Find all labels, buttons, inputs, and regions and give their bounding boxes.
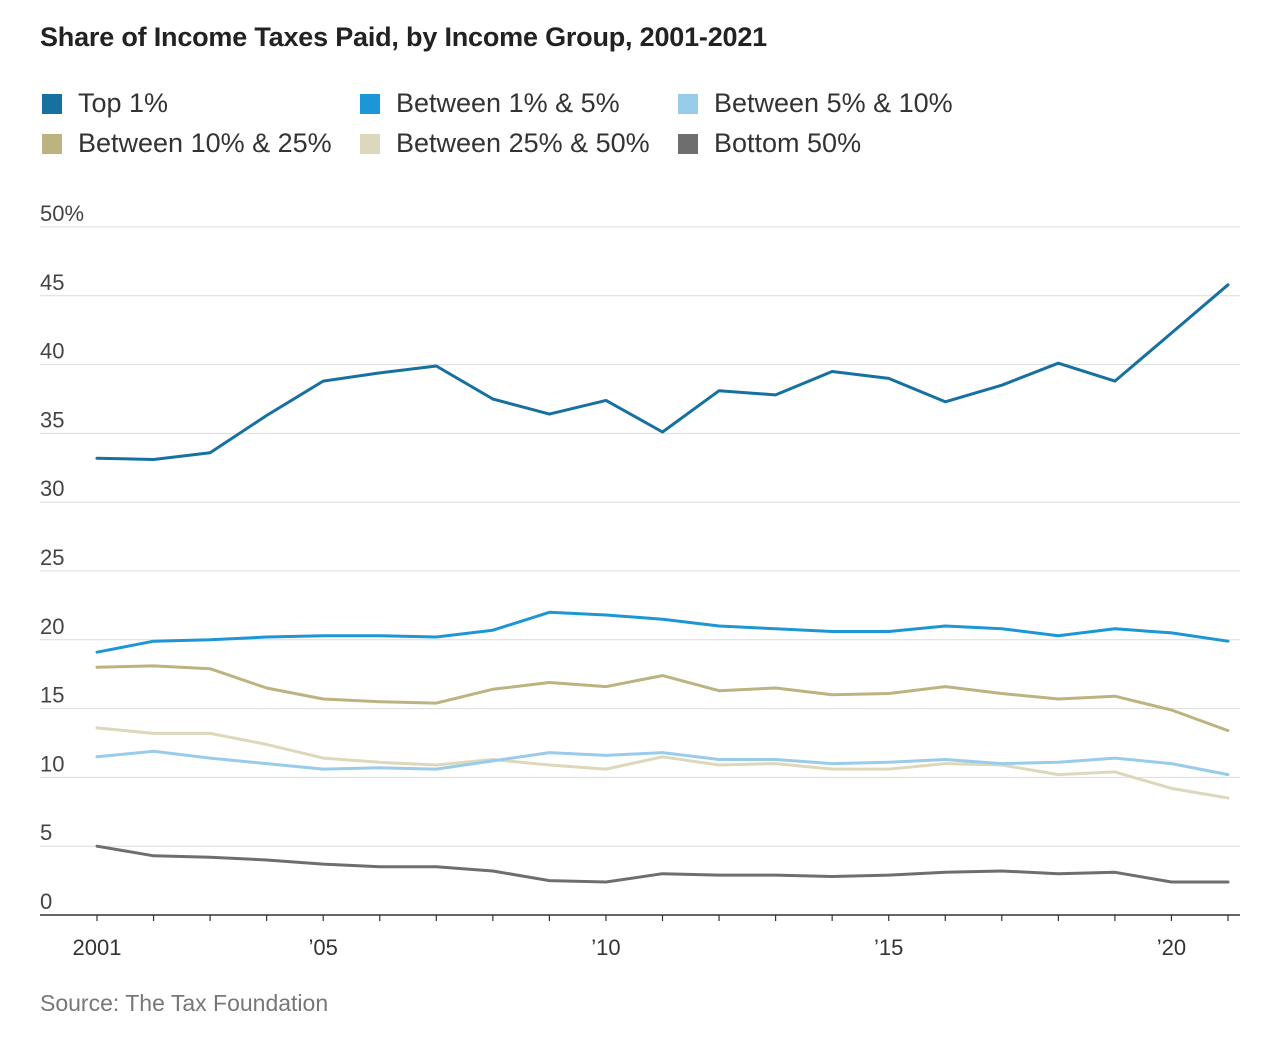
x-axis: 2001 ’05 ’10 ’15 ’20	[40, 914, 1240, 960]
series-lines	[95, 283, 1230, 884]
series-line-bottom-50	[95, 844, 1230, 884]
y-tick-label: 40	[40, 339, 64, 364]
legend-item-between-25-50: Between 25% & 50%	[360, 128, 650, 159]
y-tick-label: 10	[40, 751, 64, 776]
y-tick-label: 20	[40, 614, 64, 639]
legend-item-bottom-50: Bottom 50%	[678, 128, 861, 159]
legend-label: Between 1% & 5%	[396, 88, 620, 118]
series-line-between-25-50	[95, 726, 1230, 800]
legend-item-top-1: Top 1%	[42, 88, 168, 119]
y-tick-label: 25	[40, 545, 64, 570]
y-tick-label: 15	[40, 683, 64, 708]
x-tick-label: 2001	[73, 935, 122, 960]
legend-item-between-5-10: Between 5% & 10%	[678, 88, 953, 119]
legend-label: Between 10% & 25%	[78, 128, 332, 158]
legend-swatch	[360, 133, 380, 154]
legend-item-between-10-25: Between 10% & 25%	[42, 128, 332, 159]
y-tick-label: 0	[40, 889, 52, 914]
legend-swatch	[42, 133, 62, 154]
legend-label: Between 25% & 50%	[396, 128, 650, 158]
legend-label: Between 5% & 10%	[714, 88, 953, 118]
series-line-between-10-25	[95, 664, 1230, 733]
x-tick-label: ’10	[591, 935, 620, 960]
series-line-between-1-5	[95, 610, 1230, 654]
x-tick-label: ’05	[309, 935, 338, 960]
legend-label: Top 1%	[78, 88, 169, 118]
y-tick-label: 35	[40, 407, 64, 432]
y-tick-label: 30	[40, 476, 64, 501]
legend-swatch	[678, 93, 698, 114]
y-tick-label: 45	[40, 270, 64, 295]
x-tick-label: ’20	[1157, 935, 1186, 960]
legend-swatch	[678, 133, 698, 154]
legend-swatch	[360, 93, 380, 114]
y-tick-label: 50%	[40, 201, 84, 226]
legend-swatch	[42, 93, 62, 114]
chart-title: Share of Income Taxes Paid, by Income Gr…	[40, 22, 767, 52]
x-tick-label: ’15	[874, 935, 903, 960]
legend-item-between-1-5: Between 1% & 5%	[360, 88, 620, 119]
grid-lines	[40, 226, 1240, 847]
y-axis-labels: 0 5 10 15 20 25 30 35 40 45 50%	[40, 201, 84, 914]
y-tick-label: 5	[40, 820, 52, 845]
legend-label: Bottom 50%	[714, 128, 862, 158]
source-note: Source: The Tax Foundation	[40, 990, 329, 1016]
series-line-between-5-10	[95, 749, 1230, 777]
series-line-top-1	[95, 283, 1230, 461]
